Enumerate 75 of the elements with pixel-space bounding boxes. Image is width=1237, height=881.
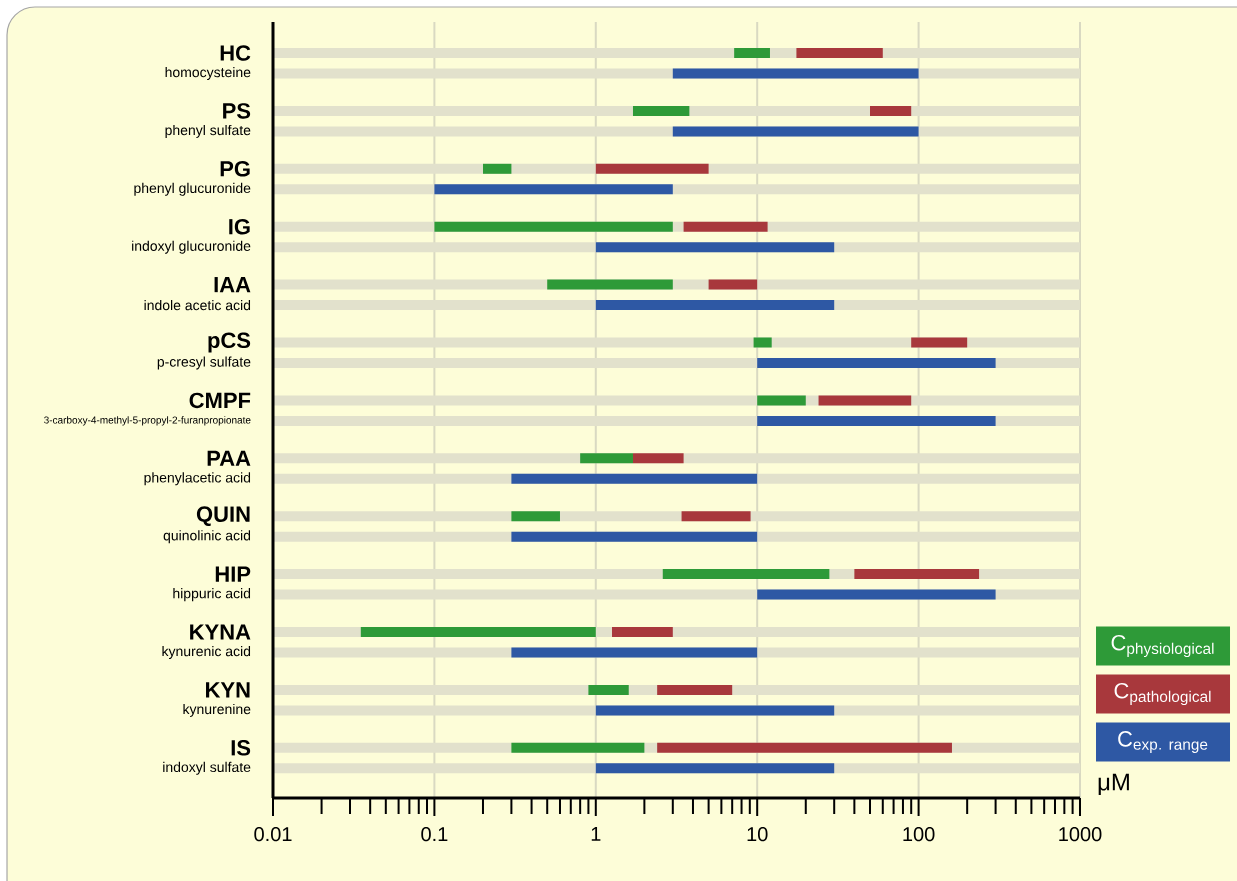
x-tick-label: 0.01 — [254, 827, 292, 842]
bar — [632, 105, 690, 116]
bar — [595, 763, 835, 774]
y-tick-label: KYNA — [190, 624, 251, 640]
y-tick-label: IAA — [214, 277, 251, 293]
x-tick-label: 100 — [903, 827, 935, 842]
bar — [580, 453, 633, 464]
bar — [911, 337, 968, 348]
y-tick-label: hippuric acid — [173, 588, 251, 602]
bar — [662, 569, 830, 580]
y-tick-label: 3-carboxy-4-methyl-5-propyl-2-furanpropionate — [44, 416, 251, 426]
bar — [547, 279, 673, 290]
bar — [360, 626, 596, 637]
y-tick-label: IS — [231, 740, 251, 756]
bar — [482, 163, 512, 174]
y-tick-label: IG — [229, 218, 250, 235]
y-tick-label: phenyl sulfate — [165, 124, 251, 138]
bar — [511, 531, 758, 542]
y-tick-label: HIP — [215, 566, 251, 582]
bar — [796, 47, 883, 58]
y-tick-label: indole acetic acid — [144, 299, 251, 311]
bar — [657, 684, 733, 695]
y-tick-label: indoxyl sulfate — [163, 761, 251, 775]
x-tick-label: 1000 — [1059, 827, 1102, 842]
bar — [818, 395, 912, 406]
y-tick-label: pCS — [208, 332, 251, 353]
y-tick-label: PG — [220, 161, 250, 177]
y-tick-label: kynurenine — [183, 703, 251, 717]
bar — [757, 589, 996, 600]
bar — [595, 300, 835, 311]
bar — [870, 105, 912, 116]
bar — [595, 705, 835, 716]
bar — [511, 647, 758, 658]
bar — [434, 184, 673, 195]
bar — [632, 453, 684, 464]
bar — [595, 242, 835, 253]
bar — [681, 511, 751, 522]
x-tick-label: 10 — [747, 827, 768, 842]
y-tick-label: homocysteine — [165, 66, 251, 81]
y-tick-label: PAA — [207, 450, 251, 466]
bar — [672, 126, 919, 137]
text: $\mathrm{C}_{\mathrm{physiological}}$ — [1111, 634, 1214, 658]
bar — [612, 626, 673, 637]
y-tick-label: CMPF — [189, 392, 251, 409]
y-tick-label: phenylacetic acid — [144, 472, 251, 486]
bar — [588, 684, 629, 695]
bar — [511, 511, 560, 522]
y-tick-label: QUIN — [196, 506, 250, 527]
bar — [595, 163, 709, 174]
x-tick-label: 1 — [591, 827, 601, 841]
y-tick-label: HC — [220, 45, 251, 61]
bar — [511, 742, 645, 753]
bar — [734, 47, 770, 58]
bar — [511, 473, 758, 484]
y-tick-label: indoxyl glucuronide — [132, 240, 251, 254]
y-tick-label: quinolinic acid — [163, 530, 251, 544]
bar — [753, 337, 772, 348]
bar — [683, 221, 768, 232]
bar — [434, 221, 673, 232]
y-tick-label: p-cresyl sulfate — [157, 356, 251, 370]
bar — [657, 742, 952, 753]
y-tick-label: kynurenic acid — [162, 645, 251, 660]
y-tick-label: PS — [223, 103, 251, 119]
bar — [757, 395, 806, 406]
x-axis-title: μM — [1098, 773, 1129, 795]
bar — [757, 357, 996, 368]
x-tick-label: 0.1 — [421, 827, 448, 842]
y-tick-label: phenyl glucuronide — [134, 182, 251, 196]
bar — [757, 415, 996, 426]
bar — [854, 569, 980, 580]
bar — [672, 68, 919, 79]
text: $\mathrm{C}_{\mathrm{pathological}}$ — [1114, 682, 1211, 706]
text: $\mathrm{C}_{\mathrm{exp.\ range}}$ — [1118, 731, 1208, 753]
y-tick-label: KYN — [206, 682, 250, 698]
bar — [708, 279, 758, 290]
